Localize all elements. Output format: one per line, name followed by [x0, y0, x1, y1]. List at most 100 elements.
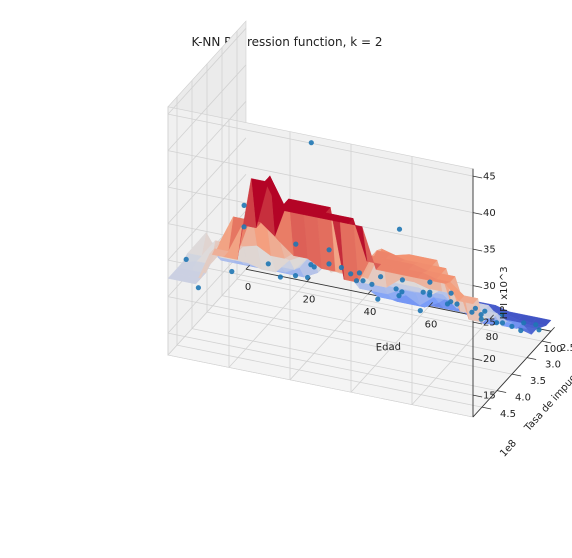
data-point — [396, 226, 403, 232]
grid-left-z — [167, 101, 247, 188]
x-tick-label: 20 — [303, 295, 316, 306]
data-point — [469, 309, 475, 315]
z-tick-mark — [472, 248, 483, 252]
data-point — [338, 264, 344, 271]
y-tick-mark — [511, 373, 522, 377]
data-point — [369, 281, 375, 287]
x-tick-label: 40 — [364, 307, 377, 318]
z-tick-mark — [472, 212, 483, 215]
data-point — [305, 274, 311, 281]
grid-left-z — [167, 174, 247, 261]
x-tick-mark — [550, 326, 555, 332]
data-point — [478, 312, 484, 318]
data-point — [420, 289, 426, 295]
data-point — [348, 271, 354, 277]
data-point — [509, 323, 515, 329]
data-point — [399, 289, 405, 295]
grid-back-z — [167, 113, 474, 177]
z-tick-label: 15 — [483, 391, 496, 402]
data-point — [311, 264, 317, 270]
x-tick-mark — [489, 314, 494, 320]
data-point — [183, 256, 189, 262]
data-point — [518, 327, 524, 334]
grid-left-z — [167, 28, 247, 115]
grid-back-z — [167, 332, 474, 396]
data-point — [356, 270, 362, 276]
chart-title: K-NN Regression function, k = 2 — [191, 35, 382, 49]
data-point — [229, 268, 235, 275]
y-tick-mark — [541, 340, 552, 344]
data-point — [265, 261, 271, 267]
data-point — [494, 320, 500, 326]
data-point — [448, 299, 454, 305]
z-tick-mark — [472, 175, 483, 179]
y-tick-label: 3.0 — [545, 360, 561, 371]
data-point — [393, 286, 399, 292]
data-point — [326, 261, 332, 267]
data-point — [378, 274, 384, 280]
x-tick-label: 0 — [245, 282, 251, 293]
x-tick-label: 80 — [486, 332, 499, 343]
regression-surface — [167, 175, 552, 335]
z-tick-label: 30 — [483, 281, 496, 292]
z-tick-mark — [472, 285, 483, 288]
z-tick-label: 40 — [483, 208, 496, 219]
data-point — [427, 289, 433, 295]
y-tick-mark — [496, 390, 507, 393]
grid-left-z — [167, 137, 247, 224]
data-point — [478, 316, 484, 322]
data-point — [292, 273, 299, 279]
data-point — [499, 311, 505, 318]
y-tick-mark — [481, 406, 492, 410]
data-point — [499, 320, 506, 326]
data-point — [472, 305, 478, 311]
data-point — [521, 320, 527, 326]
z-tick-label: 25 — [483, 318, 496, 329]
x-axis-label: Edad — [376, 342, 402, 354]
y-tick-label: 4.5 — [500, 409, 516, 420]
x-tick-label: 100 — [543, 344, 562, 355]
y-tick-label: 2.5 — [560, 343, 572, 354]
data-point — [353, 278, 360, 284]
data-point — [417, 308, 423, 314]
data-point — [360, 278, 366, 284]
data-point — [482, 308, 488, 314]
data-point — [533, 322, 539, 328]
z-tick-label: 20 — [483, 354, 496, 365]
y-tick-mark — [526, 357, 537, 360]
x-tick-mark — [428, 302, 433, 307]
data-point — [399, 277, 405, 283]
grid-floor-y — [206, 311, 513, 375]
z-axis-label: HPI x10^3 — [499, 266, 510, 319]
data-point — [454, 301, 460, 307]
z-tick-label: 45 — [483, 172, 496, 183]
grid-back-z — [167, 296, 474, 359]
data-point — [277, 274, 283, 280]
z-tick-mark — [472, 394, 483, 398]
data-point — [308, 140, 314, 146]
grid-floor-y — [221, 295, 528, 358]
grid-floor-y — [176, 344, 483, 408]
x-tick-label: 60 — [425, 319, 438, 330]
z-tick-mark — [472, 358, 483, 361]
x-tick-mark — [306, 277, 311, 282]
grid-back-z — [167, 150, 474, 213]
x-tick-mark — [245, 264, 250, 270]
x-tick-mark — [367, 289, 372, 295]
training-points — [183, 140, 542, 334]
surface-facet — [167, 272, 188, 282]
data-point — [326, 247, 332, 253]
data-point — [536, 327, 542, 333]
data-point — [427, 279, 433, 285]
data-point — [241, 224, 247, 230]
grid-floor-y — [191, 328, 498, 391]
z-tick-mark — [472, 321, 483, 325]
data-point — [241, 202, 247, 208]
data-point — [293, 241, 299, 247]
grid-floor-y — [236, 278, 543, 342]
data-point — [195, 285, 201, 291]
grid-left-z — [167, 64, 247, 151]
data-point — [448, 290, 454, 296]
